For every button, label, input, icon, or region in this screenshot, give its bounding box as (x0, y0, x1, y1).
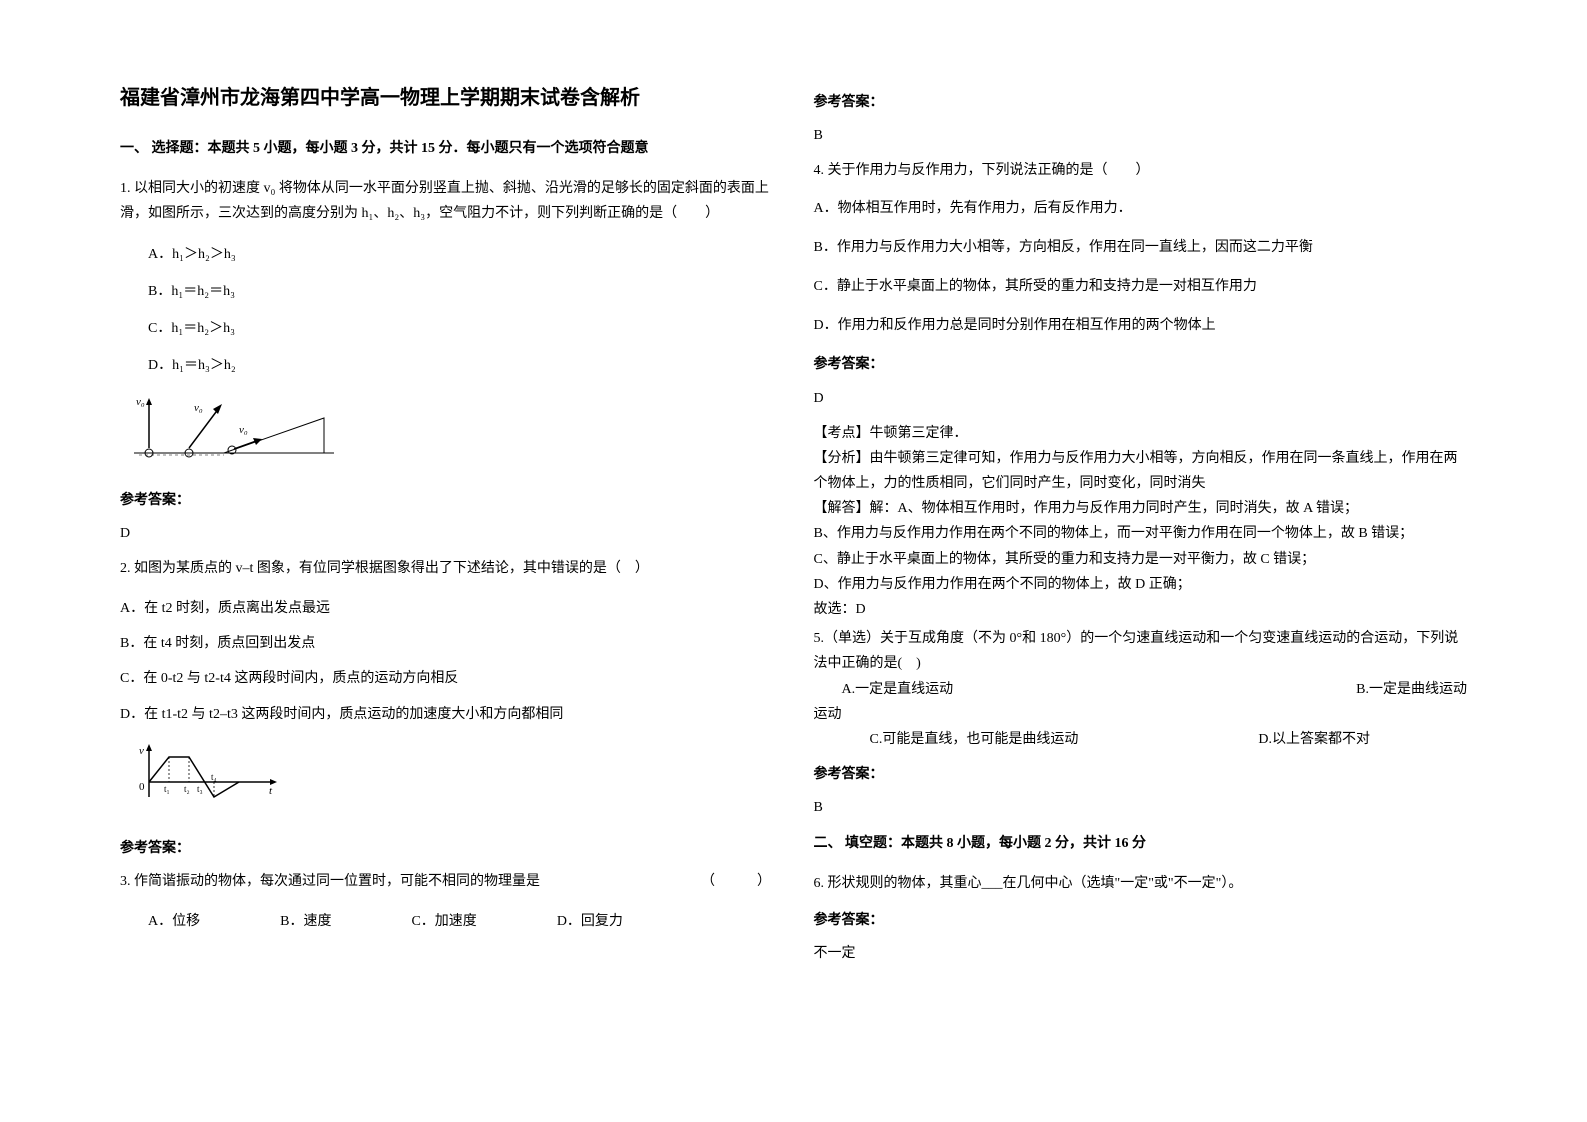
q5-answer-label: 参考答案： (814, 762, 1468, 787)
svg-text:t₄: t₄ (211, 772, 217, 782)
section1-header: 一、 选择题：本题共 5 小题，每小题 3 分，共计 15 分．每小题只有一个选… (120, 136, 774, 161)
q1-diagram: v₀ v₀ v₀ (134, 393, 774, 472)
q5-option-b: B.一定是曲线运动 (1356, 677, 1467, 702)
q4-point: 【考点】牛顿第三定律． (814, 421, 1468, 446)
q2-option-c: C．在 0-t2 与 t2-t4 这两段时间内，质点的运动方向相反 (120, 666, 774, 691)
q2-stem: 2. 如图为某质点的 v–t 图象，有位同学根据图象得出了下述结论，其中错误的是… (120, 556, 774, 581)
q4-option-b: B．作用力与反作用力大小相等，方向相反，作用在同一直线上，因而这二力平衡 (814, 235, 1468, 260)
q1-option-a: A．h₁＞h₂＞h₃ (148, 242, 774, 267)
q1-answer: D (120, 521, 774, 546)
q4-analysis: 【分析】由牛顿第三定律可知，作用力与反作用力大小相等，方向相反，作用在同一条直线… (814, 446, 1468, 496)
q5-option-c: C.可能是直线，也可能是曲线运动 (870, 727, 1079, 752)
q4-option-a: A．物体相互作用时，先有作用力，后有反作用力． (814, 196, 1468, 221)
q3-answer-label: 参考答案： (814, 90, 1468, 115)
q3-option-b: B．速度 (280, 909, 331, 934)
q2-answer-label: 参考答案： (120, 836, 774, 861)
q4-answer-label: 参考答案： (814, 352, 1468, 377)
svg-text:v: v (139, 745, 144, 757)
q1-option-d: D．h₁＝h₃＞h₂ (148, 353, 774, 378)
q3-answer: B (814, 123, 1468, 148)
q4-solve-b: B、作用力与反作用力作用在两个不同的物体上，而一对平衡力作用在同一个物体上，故 … (814, 521, 1468, 546)
svg-text:t₃: t₃ (197, 784, 203, 794)
q2-diagram: v t 0 t₁ t₂ t₃ t₄ (134, 742, 774, 821)
left-column: 福建省漳州市龙海第四中学高一物理上学期期末试卷含解析 一、 选择题：本题共 5 … (100, 80, 794, 1082)
svg-text:v₀: v₀ (136, 396, 145, 408)
question-3: 3. 作简谐振动的物体，每次通过同一位置时，可能不相同的物理量是 （ ） (120, 869, 774, 894)
q3-options: A．位移 B．速度 C．加速度 D．回复力 (148, 909, 774, 934)
q5-option-a: A.一定是直线运动 (842, 677, 954, 702)
q4-stem: 4. 关于作用力与反作用力，下列说法正确的是（ ） (814, 158, 1468, 183)
q3-option-a: A．位移 (148, 909, 200, 934)
q4-solve-d: D、作用力与反作用力作用在两个不同的物体上，故 D 正确； (814, 572, 1468, 597)
q1-answer-label: 参考答案： (120, 488, 774, 513)
q5-row1: A.一定是直线运动 B.一定是曲线运动 (814, 677, 1468, 702)
q4-answer: D (814, 386, 1468, 411)
q5-stem: 5.（单选）关于互成角度（不为 0°和 180°）的一个匀速直线运动和一个匀变速… (814, 626, 1468, 676)
section2-header: 二、 填空题：本题共 8 小题，每小题 2 分，共计 16 分 (814, 831, 1468, 856)
q2-option-d: D．在 t1-t2 与 t2–t3 这两段时间内，质点运动的加速度大小和方向都相… (120, 702, 774, 727)
q4-option-d: D．作用力和反作用力总是同时分别作用在相互作用的两个物体上 (814, 313, 1468, 338)
q4-conclusion: 故选：D (814, 597, 1468, 622)
svg-text:0: 0 (139, 781, 145, 793)
right-column: 参考答案： B 4. 关于作用力与反作用力，下列说法正确的是（ ） A．物体相互… (794, 80, 1488, 1082)
q6-answer: 不一定 (814, 941, 1468, 966)
q5-answer: B (814, 795, 1468, 820)
q1-stem: 1. 以相同大小的初速度 v₀ 将物体从同一水平面分别竖直上抛、斜抛、沿光滑的足… (120, 176, 774, 226)
q3-stem: 3. 作简谐振动的物体，每次通过同一位置时，可能不相同的物理量是 （ ） (120, 869, 774, 894)
exam-title: 福建省漳州市龙海第四中学高一物理上学期期末试卷含解析 (120, 80, 774, 116)
q5-bridge: 运动 (814, 702, 1468, 727)
q6-answer-label: 参考答案： (814, 908, 1468, 933)
q4-solve-c: C、静止于水平桌面上的物体，其所受的重力和支持力是一对平衡力，故 C 错误； (814, 547, 1468, 572)
q1-option-c: C．h₁＝h₂＞h₃ (148, 316, 774, 341)
q4-solve-a: 【解答】解：A、物体相互作用时，作用力与反作用力同时产生，同时消失，故 A 错误… (814, 496, 1468, 521)
q3-option-d: D．回复力 (557, 909, 623, 934)
svg-text:v₀: v₀ (194, 402, 203, 414)
svg-text:v₀: v₀ (239, 424, 248, 436)
q1-option-b: B．h₁＝h₂＝h₃ (148, 279, 774, 304)
question-2: 2. 如图为某质点的 v–t 图象，有位同学根据图象得出了下述结论，其中错误的是… (120, 556, 774, 581)
q2-option-a: A．在 t2 时刻，质点离出发点最远 (120, 596, 774, 621)
svg-text:t₂: t₂ (184, 784, 190, 794)
question-1: 1. 以相同大小的初速度 v₀ 将物体从同一水平面分别竖直上抛、斜抛、沿光滑的足… (120, 176, 774, 226)
svg-text:t₁: t₁ (164, 784, 170, 794)
q5-option-d: D.以上答案都不对 (1258, 727, 1370, 752)
q2-option-b: B．在 t4 时刻，质点回到出发点 (120, 631, 774, 656)
svg-text:t: t (269, 785, 273, 797)
q6-stem: 6. 形状规则的物体，其重心___在几何中心（选填"一定"或"不一定"）。 (814, 871, 1468, 896)
q4-option-c: C．静止于水平桌面上的物体，其所受的重力和支持力是一对相互作用力 (814, 274, 1468, 299)
q3-option-c: C．加速度 (411, 909, 476, 934)
q5-row2: C.可能是直线，也可能是曲线运动 D.以上答案都不对 (814, 727, 1468, 752)
